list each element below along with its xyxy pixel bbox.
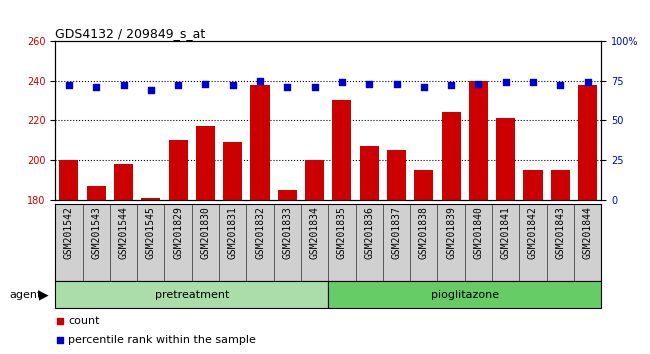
Text: agent: agent	[10, 290, 42, 300]
Bar	[441, 113, 461, 200]
Bar	[551, 170, 570, 200]
Bar	[523, 170, 543, 200]
Text: GSM201843: GSM201843	[555, 206, 566, 259]
Bar	[359, 146, 379, 200]
Point	[227, 82, 238, 88]
Point	[582, 79, 593, 85]
Text: GSM201842: GSM201842	[528, 206, 538, 259]
Bar	[496, 118, 515, 200]
Text: GSM201838: GSM201838	[419, 206, 429, 259]
Text: GSM201834: GSM201834	[309, 206, 320, 259]
Text: pretreatment: pretreatment	[155, 290, 229, 300]
Text: GSM201840: GSM201840	[473, 206, 484, 259]
Text: GSM201829: GSM201829	[173, 206, 183, 259]
Bar	[141, 198, 161, 200]
Text: pioglitazone: pioglitazone	[431, 290, 499, 300]
Bar	[196, 126, 215, 200]
Text: ▶: ▶	[39, 288, 49, 301]
Point	[473, 81, 484, 87]
Point	[200, 81, 211, 87]
Point	[309, 84, 320, 90]
Text: percentile rank within the sample: percentile rank within the sample	[68, 335, 256, 345]
Point	[364, 81, 374, 87]
Text: GSM201832: GSM201832	[255, 206, 265, 259]
Point	[255, 78, 265, 83]
Point	[500, 79, 511, 85]
Point	[282, 84, 293, 90]
Bar	[469, 80, 488, 200]
Bar	[332, 101, 352, 200]
Bar	[578, 85, 597, 200]
Bar	[59, 160, 79, 200]
Point	[173, 82, 183, 88]
Text: GSM201544: GSM201544	[118, 206, 129, 259]
Text: GSM201545: GSM201545	[146, 206, 156, 259]
Point	[419, 84, 429, 90]
Text: GSM201542: GSM201542	[64, 206, 74, 259]
Point	[555, 82, 566, 88]
Point	[337, 79, 347, 85]
Text: GSM201836: GSM201836	[364, 206, 374, 259]
Text: GSM201833: GSM201833	[282, 206, 293, 259]
Point	[146, 87, 156, 93]
Text: GSM201837: GSM201837	[391, 206, 402, 259]
Text: GDS4132 / 209849_s_at: GDS4132 / 209849_s_at	[55, 27, 205, 40]
Text: GSM201835: GSM201835	[337, 206, 347, 259]
Bar	[223, 142, 242, 200]
Text: GSM201543: GSM201543	[91, 206, 101, 259]
Text: GSM201841: GSM201841	[500, 206, 511, 259]
Point	[64, 82, 74, 88]
Bar	[250, 85, 270, 200]
Text: GSM201844: GSM201844	[582, 206, 593, 259]
Text: count: count	[68, 316, 100, 326]
Bar	[278, 190, 297, 200]
Bar	[86, 186, 106, 200]
Text: GSM201839: GSM201839	[446, 206, 456, 259]
Text: GSM201830: GSM201830	[200, 206, 211, 259]
Bar	[55, 281, 328, 308]
Point	[118, 82, 129, 88]
Point	[391, 81, 402, 87]
Point	[446, 82, 456, 88]
Bar	[305, 160, 324, 200]
Point	[91, 84, 101, 90]
Bar	[387, 150, 406, 200]
Bar	[414, 170, 434, 200]
Text: GSM201831: GSM201831	[227, 206, 238, 259]
Bar	[114, 164, 133, 200]
Bar	[328, 281, 601, 308]
Point	[528, 79, 538, 85]
Point	[259, 235, 269, 240]
Bar	[168, 140, 188, 200]
Point	[259, 61, 269, 67]
